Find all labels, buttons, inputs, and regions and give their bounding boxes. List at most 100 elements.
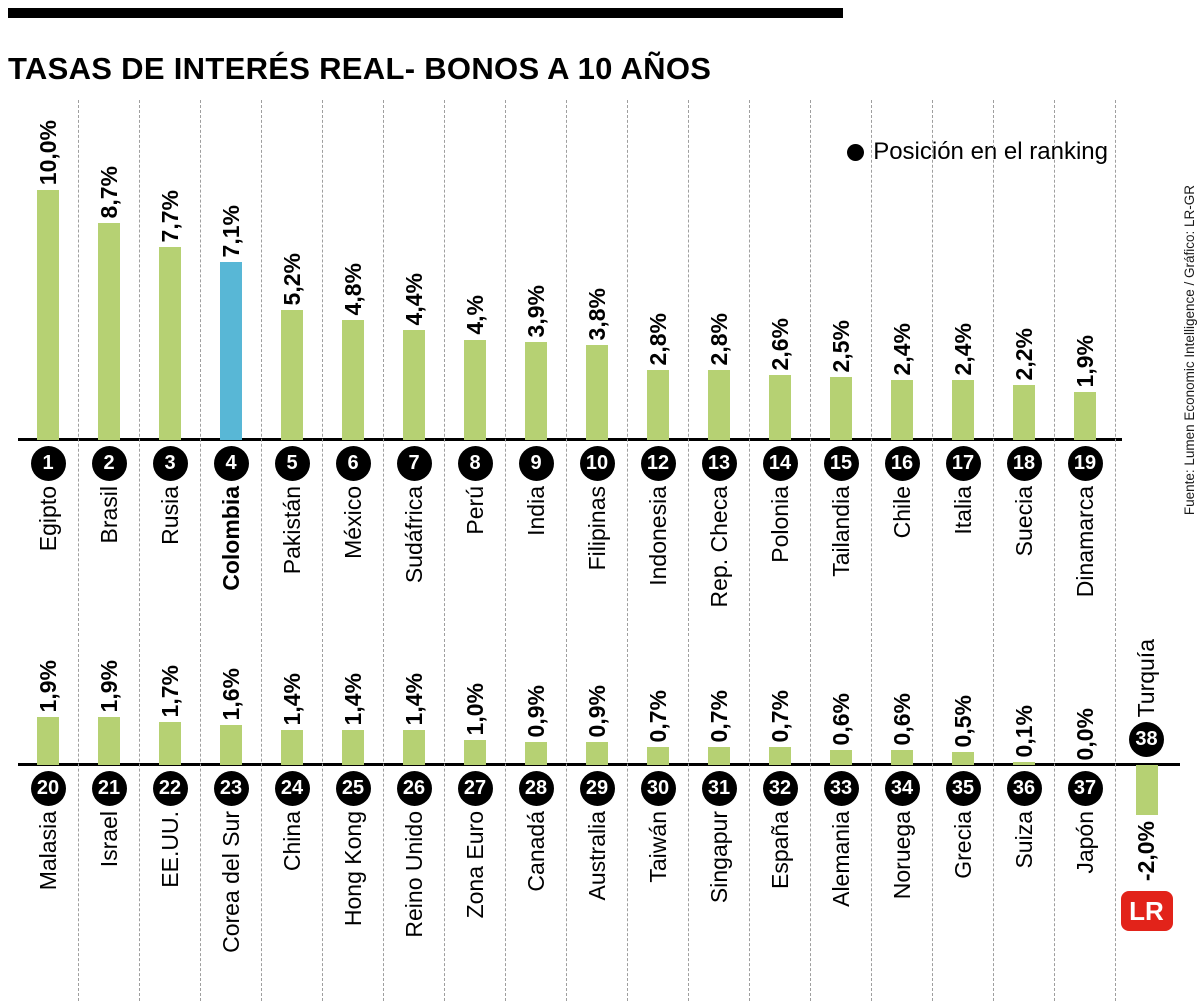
bar-zone: 2,8% xyxy=(689,100,749,440)
chart-column-33: 0,6% 33 Alemania xyxy=(811,639,872,1001)
value-label: 7,1% xyxy=(217,204,244,257)
rank-badge-25: 25 xyxy=(335,771,371,806)
value-label-wrap: 0,0% xyxy=(1055,708,1115,760)
bar-zone: 0,5% xyxy=(933,639,993,765)
rank-badge-wrap: 12 xyxy=(628,440,688,486)
country-label: Taiwán xyxy=(644,811,671,883)
value-label-wrap: 3,9% xyxy=(506,285,566,337)
bar-3 xyxy=(159,247,181,440)
chart-column-37: 0,0% 37 Japón xyxy=(1055,639,1116,1001)
rank-badge-28: 28 xyxy=(518,771,554,806)
bar-zone: 2,8% xyxy=(628,100,688,440)
value-label: 0,0% xyxy=(1071,707,1098,760)
value-label: 1,4% xyxy=(339,672,366,725)
chart-column-21: 1,9% 21 Israel xyxy=(79,639,140,1001)
value-label-wrap: 0,6% xyxy=(872,693,932,745)
country-label-wrap: Israel xyxy=(79,811,139,1001)
chart-column-22: 1,7% 22 EE.UU. xyxy=(140,639,201,1001)
rank-badge-12: 12 xyxy=(640,446,676,481)
value-label-wrap: 0,6% xyxy=(811,693,871,745)
chart-column-10: 3,8% 10 Filipinas xyxy=(567,100,628,636)
value-label: 0,9% xyxy=(522,684,549,737)
rank-badge-3: 3 xyxy=(152,446,188,481)
chart-column-23: 1,6% 23 Corea del Sur xyxy=(201,639,262,1001)
country-label-wrap: Polonia xyxy=(750,486,810,636)
rank-badge-23: 23 xyxy=(213,771,249,806)
value-label-wrap: 2,4% xyxy=(872,323,932,375)
rank-badge-wrap: 23 xyxy=(201,765,261,811)
bar-1 xyxy=(37,190,59,440)
country-label: Sudáfrica xyxy=(400,486,427,584)
bar-34 xyxy=(891,750,913,765)
value-label-wrap: 0,9% xyxy=(567,685,627,737)
value-label-wrap: 10,0% xyxy=(18,120,78,185)
chart-column-15: 2,5% 15 Tailandia xyxy=(811,100,872,636)
bar-zone: 1,9% xyxy=(79,639,139,765)
value-label: 1,4% xyxy=(278,672,305,725)
value-label: 7,7% xyxy=(156,189,183,242)
country-label: Tailandia xyxy=(827,486,854,577)
country-label-wrap: China xyxy=(262,811,322,1001)
value-label: 0,5% xyxy=(949,694,976,747)
country-label-wrap: México xyxy=(323,486,383,636)
bar-zone: 1,9% xyxy=(1055,100,1115,440)
bar-zone: 1,9% xyxy=(18,639,78,765)
value-label: 2,8% xyxy=(705,312,732,365)
chart-column-29: 0,9% 29 Australia xyxy=(567,639,628,1001)
bar-10 xyxy=(586,345,608,440)
country-label-wrap: Reino Unido xyxy=(384,811,444,1001)
chart-column-30: 0,7% 30 Taiwán xyxy=(628,639,689,1001)
bar-28 xyxy=(525,742,547,765)
bar-zone: 2,6% xyxy=(750,100,810,440)
bar-4 xyxy=(220,262,242,440)
bar-zone: 0,7% xyxy=(750,639,810,765)
country-label: Pakistán xyxy=(278,486,305,575)
bar-zone: 0,7% xyxy=(689,639,749,765)
rank-badge-wrap: 31 xyxy=(689,765,749,811)
rank-badge-14: 14 xyxy=(762,446,798,481)
country-label-wrap: Colombia xyxy=(201,486,261,636)
value-label: 2,8% xyxy=(644,312,671,365)
value-label-wrap: 0,5% xyxy=(933,695,993,747)
country-label-wrap: Japón xyxy=(1055,811,1115,1001)
value-label: 0,7% xyxy=(644,689,671,742)
value-label: 4,% xyxy=(461,295,488,335)
rank-badge-wrap: 1 xyxy=(18,440,78,486)
country-label: Perú xyxy=(461,486,488,535)
value-label-wrap: 4,8% xyxy=(323,263,383,315)
chart-column-19: 1,9% 19 Dinamarca xyxy=(1055,100,1116,636)
value-label: 1,6% xyxy=(217,667,244,720)
chart-column-6: 4,8% 6 México xyxy=(323,100,384,636)
bar-zone: 0,9% xyxy=(567,639,627,765)
rank-badge-wrap: 8 xyxy=(445,440,505,486)
rank-badge-wrap: 28 xyxy=(506,765,566,811)
rank-badge-16: 16 xyxy=(884,446,920,481)
country-label-wrap: Rep. Checa xyxy=(689,486,749,636)
bar-13 xyxy=(708,370,730,440)
country-label: Zona Euro xyxy=(461,811,488,919)
value-label: 1,9% xyxy=(1071,334,1098,387)
rank-badge-wrap: 34 xyxy=(872,765,932,811)
country-label: Reino Unido xyxy=(400,811,427,938)
country-label-wrap: Perú xyxy=(445,486,505,636)
negative-value-label: -2,0% xyxy=(1133,821,1159,882)
country-label: Grecia xyxy=(949,811,976,879)
value-label-wrap: 0,7% xyxy=(628,690,688,742)
country-label: Dinamarca xyxy=(1071,486,1098,598)
country-label-wrap: Dinamarca xyxy=(1055,486,1115,636)
chart-column-3: 7,7% 3 Rusia xyxy=(140,100,201,636)
lr-logo: LR xyxy=(1120,891,1173,932)
value-label: 1,7% xyxy=(156,664,183,717)
rank-badge-15: 15 xyxy=(823,446,859,481)
bar-9 xyxy=(525,342,547,440)
rank-badge-20: 20 xyxy=(30,771,66,806)
rank-badge-36: 36 xyxy=(1006,771,1042,806)
rank-badge-19: 19 xyxy=(1067,446,1103,481)
country-label: Malasia xyxy=(34,811,61,891)
rank-badge-38: 38 xyxy=(1129,722,1164,757)
value-label-wrap: 0,9% xyxy=(506,685,566,737)
country-label-wrap: Taiwán xyxy=(628,811,688,1001)
bar-zone: 0,6% xyxy=(872,639,932,765)
bar-27 xyxy=(464,740,486,765)
country-label: Australia xyxy=(583,811,610,901)
